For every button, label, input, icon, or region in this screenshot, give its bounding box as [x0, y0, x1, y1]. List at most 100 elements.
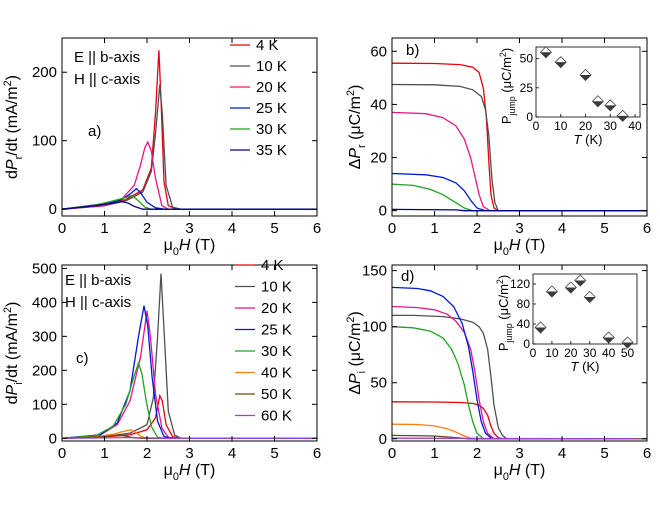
series-line-d-4K — [391, 401, 647, 440]
inset-point-d — [574, 274, 587, 287]
legend-label-c: 20 K — [261, 300, 292, 317]
inset-x-tick-label-d: 20 — [564, 346, 578, 360]
y-tick-label-c: 200 — [32, 362, 57, 379]
x-tick-label-c: 5 — [270, 445, 278, 462]
inset-x-tick-label-d: 50 — [621, 346, 635, 360]
inset-x-tick-label-b: 40 — [628, 119, 642, 133]
x-tick-label-d: 5 — [600, 445, 608, 462]
legend-label-a: 25 K — [256, 100, 287, 117]
y-tick-label-c: 100 — [32, 396, 57, 413]
inset-point-b — [616, 109, 629, 122]
legend-label-a: 30 K — [256, 121, 287, 138]
panel-label-a: a) — [88, 123, 101, 140]
inset-y-tick-label-b: 0 — [526, 110, 533, 124]
inset-x-tick-label-d: 10 — [545, 346, 559, 360]
legend-label-c: 25 K — [261, 322, 292, 339]
y-tick-label-d: 100 — [362, 319, 387, 336]
x-tick-label-b: 5 — [600, 220, 608, 237]
inset-y-tick-label-d: 80 — [517, 297, 531, 311]
panel-d: 0 1 2 3 4 5 6 0 50 100 150 d) 0 10 20 30 40 50 0 40 80 120 — [362, 263, 651, 462]
legend-label-a: 35 K — [256, 142, 287, 159]
inset-x-tick-label-d: 30 — [583, 346, 597, 360]
x-tick-label-a: 2 — [143, 220, 151, 237]
series-line-a-35K — [61, 200, 317, 210]
y-tick-label-a: 0 — [49, 201, 57, 218]
legend-label-c: 10 K — [261, 279, 292, 296]
inset-d: 0 10 20 30 40 50 0 40 80 120 — [510, 273, 638, 360]
y-axis-label-a: dPr​/dt (mA/m2​) — [2, 75, 25, 179]
x-axis-label-d: μ0​H (T) — [494, 462, 546, 483]
series-line-b-4K — [391, 62, 647, 212]
inset-point-d — [602, 331, 615, 344]
inset-y-axis-label-b: Pjump​ (μC/m2​) — [498, 48, 517, 124]
y-tick-label-c: 400 — [32, 294, 57, 311]
y-tick-label-a: 200 — [32, 64, 57, 81]
inset-y-tick-label-b: 50 — [520, 52, 534, 66]
x-tick-label-d: 0 — [388, 445, 396, 462]
legend-label-c: 60 K — [261, 408, 292, 425]
series-line-c-10K — [61, 273, 317, 439]
annotation-c: E || b-axis — [65, 272, 131, 289]
y-tick-label-b: 0 — [379, 203, 387, 220]
inset-point-b — [591, 95, 604, 108]
inset-point-b — [539, 46, 552, 59]
inset-point-d — [564, 281, 577, 294]
x-tick-label-c: 6 — [313, 445, 321, 462]
x-axis-label-c: μ0​H (T) — [164, 462, 216, 483]
legend-label-a: 20 K — [256, 79, 287, 96]
series-line-a-4K — [61, 50, 317, 210]
panel-c: 0 1 2 3 4 5 6 0 100 200 300 400 500 c) E || b-axis H ||… — [32, 257, 321, 462]
series-line-c-60K — [61, 436, 317, 439]
inset-point-b — [604, 99, 617, 112]
inset-point-d — [583, 290, 596, 304]
inset-x-tick-label-b: 10 — [554, 119, 568, 133]
x-axis-label-b: μ0​H (T) — [494, 237, 546, 258]
x-tick-label-b: 2 — [473, 220, 481, 237]
series-line-b-20K — [391, 111, 647, 212]
x-tick-label-c: 4 — [228, 445, 236, 462]
x-tick-label-a: 1 — [100, 220, 108, 237]
y-tick-label-b: 20 — [370, 150, 387, 167]
annotation-a: H || c-axis — [74, 71, 140, 88]
legend-a: 4 K 10 K 20 K 25 K 30 K 35 K — [230, 37, 287, 159]
x-tick-label-b: 0 — [388, 220, 396, 237]
series-line-a-25K — [61, 187, 317, 210]
x-tick-label-d: 4 — [558, 445, 566, 462]
y-tick-label-c: 500 — [32, 260, 57, 277]
inset-x-tick-label-b: 30 — [604, 119, 618, 133]
x-tick-label-a: 0 — [58, 220, 66, 237]
x-tick-label-d: 3 — [515, 445, 523, 462]
y-tick-label-d: 50 — [370, 375, 387, 392]
inset-x-axis-label-b: T (K) — [574, 132, 603, 147]
y-axis-label-b: ΔPr​ (μC/m2​) — [345, 85, 368, 170]
series-line-b-30K — [391, 183, 647, 212]
series-line-b-10K — [391, 83, 647, 212]
x-tick-label-a: 3 — [185, 220, 193, 237]
y-tick-label-c: 300 — [32, 328, 57, 345]
legend-label-a: 4 K — [256, 37, 279, 54]
inset-y-tick-label-d: 40 — [517, 317, 531, 331]
annotation-a: E || b-axis — [74, 49, 140, 66]
y-axis-label-c: dPi​/dt (mA/m2​) — [2, 302, 25, 405]
y-tick-label-d: 150 — [362, 263, 387, 280]
y-tick-label-b: 60 — [370, 43, 387, 60]
inset-frame-b — [535, 46, 641, 118]
inset-frame-d — [532, 273, 638, 345]
inset-y-axis-label-d: Pjump​ (μC/m2​) — [495, 275, 514, 351]
legend-label-a: 10 K — [256, 58, 287, 75]
x-tick-label-d: 6 — [643, 445, 651, 462]
panel-a: 0 1 2 3 4 5 6 0 100 200 a) E || b-axis H || c-axis 4 … — [32, 37, 321, 237]
legend-c: 4 K 10 K 20 K 25 K 30 K 40 K 50 K 60 K — [235, 257, 292, 425]
panel-label-c: c) — [76, 350, 89, 367]
x-tick-label-b: 4 — [558, 220, 566, 237]
x-tick-label-b: 1 — [430, 220, 438, 237]
inset-point-b — [554, 56, 567, 69]
inset-x-tick-label-d: 40 — [602, 346, 616, 360]
x-tick-label-c: 3 — [185, 445, 193, 462]
inset-y-tick-label-d: 120 — [510, 277, 530, 291]
inset-y-tick-label-b: 25 — [520, 81, 534, 95]
x-axis-label-a: μ0​H (T) — [164, 237, 216, 258]
legend-label-c: 4 K — [261, 257, 284, 274]
